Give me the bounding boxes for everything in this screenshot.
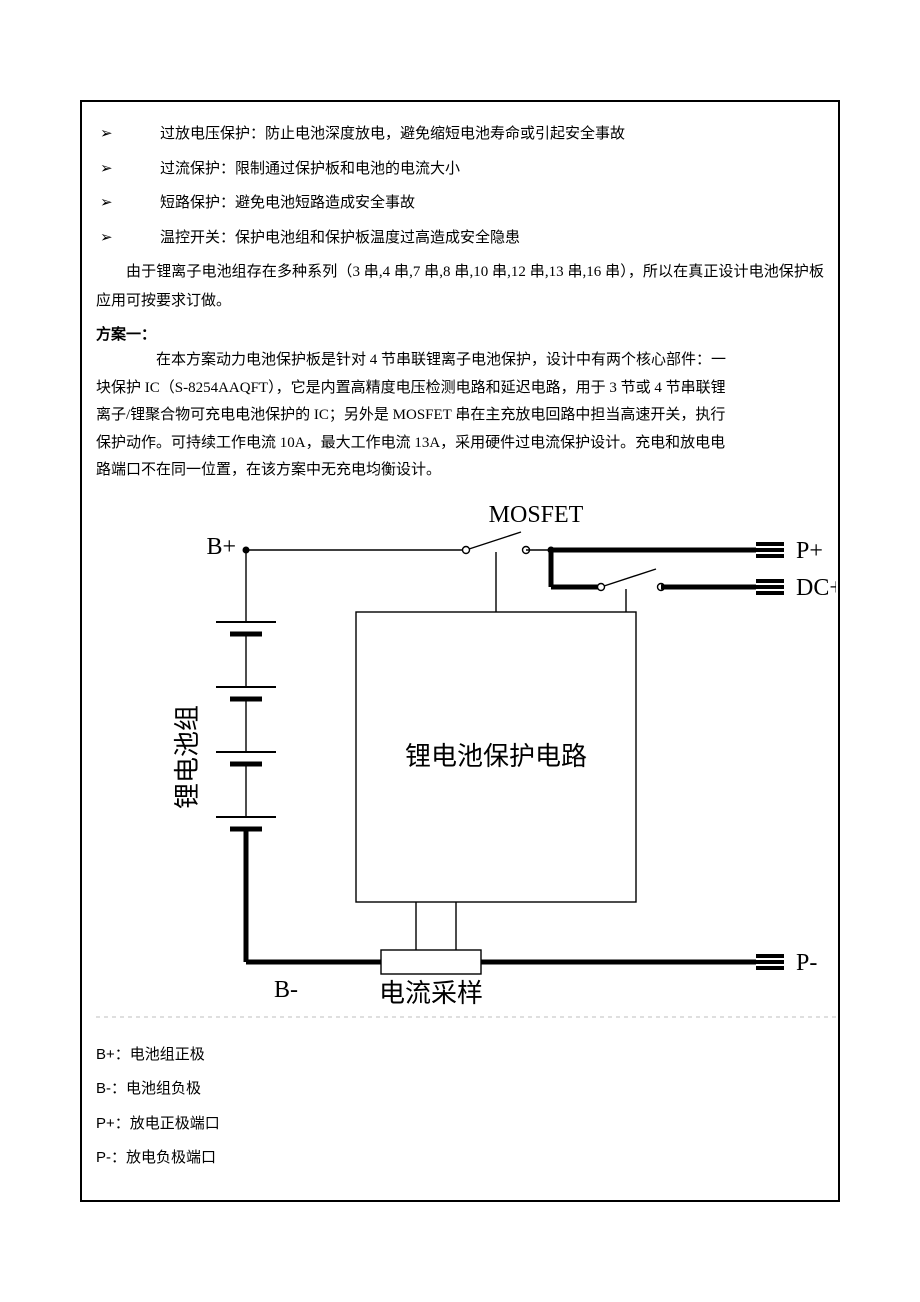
bullet-item: ➢ 过放电压保护：防止电池深度放电，避免缩短电池寿命或引起安全事故 [96, 120, 824, 149]
bullet-marker-icon: ➢ [96, 155, 160, 184]
legend-text: 电池组负极 [126, 1081, 201, 1097]
legend-prefix: P+： [96, 1115, 130, 1132]
bullet-item: ➢ 温控开关：保护电池组和保护板温度过高造成安全隐患 [96, 224, 824, 253]
legend-prefix: B-： [96, 1080, 126, 1097]
svg-text:锂电池保护电路: 锂电池保护电路 [405, 742, 587, 771]
legend-p-minus: P-：放电负极端口 [96, 1147, 824, 1170]
svg-text:P-: P- [796, 950, 817, 976]
bullet-text: 过放电压保护：防止电池深度放电，避免缩短电池寿命或引起安全事故 [160, 120, 824, 149]
bullet-item: ➢ 过流保护：限制通过保护板和电池的电流大小 [96, 155, 824, 184]
svg-text:B-: B- [274, 977, 298, 1003]
scheme-desc-line: 离子/锂聚合物可充电电池保护的 IC；另外是 MOSFET 串在主充放电回路中担… [96, 403, 824, 429]
scheme-heading: 方案一： [96, 323, 824, 344]
bullet-text: 过流保护：限制通过保护板和电池的电流大小 [160, 155, 824, 184]
bullet-item: ➢ 短路保护：避免电池短路造成安全事故 [96, 189, 824, 218]
legend-b-plus: B+：电池组正极 [96, 1044, 824, 1067]
bullet-marker-icon: ➢ [96, 120, 160, 149]
scheme-desc-line: 路端口不在同一位置，在该方案中无充电均衡设计。 [96, 458, 824, 484]
legend-text: 放电正极端口 [130, 1116, 220, 1132]
legend-text: 放电负极端口 [126, 1150, 216, 1166]
legend-prefix: B+： [96, 1046, 130, 1063]
bullet-marker-icon: ➢ [96, 224, 160, 253]
content-frame: ➢ 过放电压保护：防止电池深度放电，避免缩短电池寿命或引起安全事故 ➢ 过流保护… [80, 100, 840, 1202]
svg-text:MOSFET: MOSFET [489, 502, 584, 528]
legend-b-minus: B-：电池组负极 [96, 1078, 824, 1101]
svg-text:P+: P+ [796, 538, 823, 564]
scheme-desc-line: 在本方案动力电池保护板是针对 4 节串联锂离子电池保护，设计中有两个核心部件：一 [96, 348, 824, 374]
svg-text:DC+: DC+ [796, 575, 836, 601]
svg-text:锂电池组: 锂电池组 [173, 704, 202, 808]
svg-text:B+: B+ [206, 534, 236, 560]
circuit-diagram: 锂电池保护电路MOSFETB+P+DC+锂电池组P-B-电流采样 [96, 492, 824, 1032]
bullet-marker-icon: ➢ [96, 189, 160, 218]
paragraph-series: 由于锂离子电池组存在多种系列（3 串,4 串,7 串,8 串,10 串,12 串… [96, 258, 824, 315]
legend-text: 电池组正极 [130, 1047, 205, 1063]
bullet-text: 温控开关：保护电池组和保护板温度过高造成安全隐患 [160, 224, 824, 253]
bullet-text: 短路保护：避免电池短路造成安全事故 [160, 189, 824, 218]
svg-text:电流采样: 电流采样 [379, 979, 483, 1008]
scheme-desc-line: 保护动作。可持续工作电流 10A，最大工作电流 13A，采用硬件过电流保护设计。… [96, 431, 824, 457]
legend-prefix: P-： [96, 1149, 126, 1166]
legend-p-plus: P+：放电正极端口 [96, 1113, 824, 1136]
scheme-desc-line: 块保护 IC（S-8254AAQFT），它是内置高精度电压检测电路和延迟电路，用… [96, 376, 824, 402]
